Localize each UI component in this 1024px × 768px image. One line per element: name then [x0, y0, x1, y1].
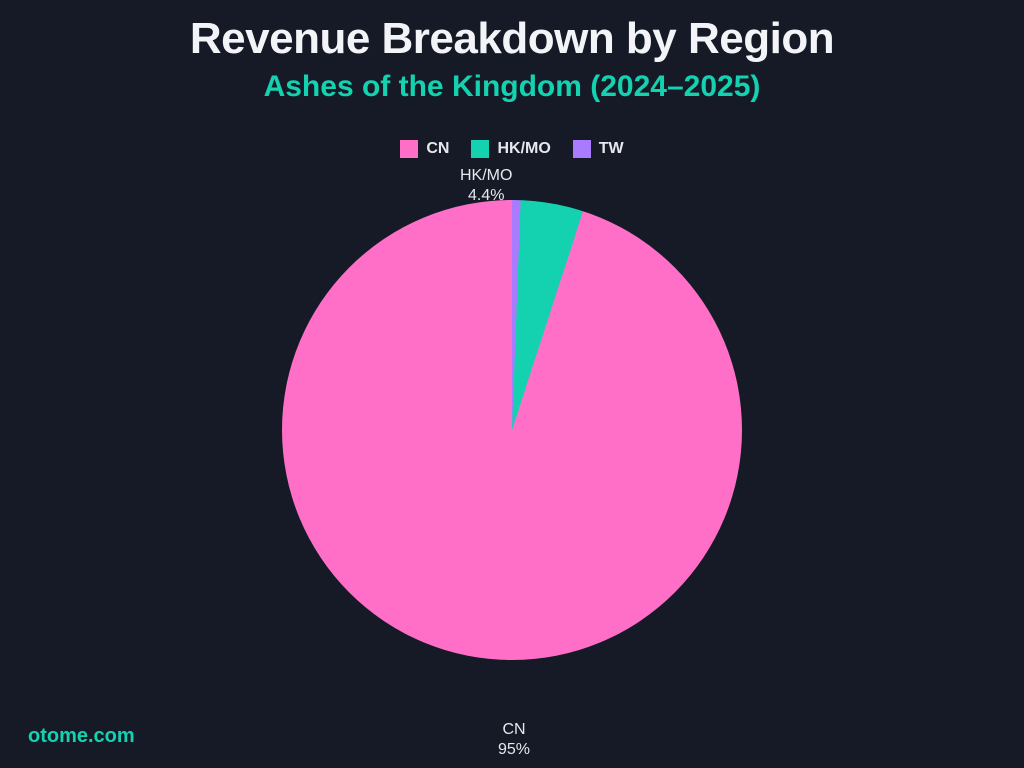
legend-label-tw: TW [599, 140, 624, 158]
legend-swatch-hkmo [471, 140, 489, 158]
slice-label-cn-pct: 95% [498, 740, 530, 760]
chart-subtitle: Ashes of the Kingdom (2024–2025) [0, 70, 1024, 104]
chart-legend: CN HK/MO TW [0, 140, 1024, 158]
legend-item-cn: CN [400, 140, 449, 158]
footer-brand: otome.com [28, 725, 135, 748]
pie-chart [282, 200, 742, 660]
legend-swatch-tw [573, 140, 591, 158]
legend-item-tw: TW [573, 140, 624, 158]
legend-swatch-cn [400, 140, 418, 158]
legend-label-hkmo: HK/MO [497, 140, 550, 158]
chart-canvas: Revenue Breakdown by Region Ashes of the… [0, 0, 1024, 768]
pie-container [282, 200, 742, 660]
slice-label-cn-name: CN [498, 720, 530, 740]
slice-label-hkmo-pct: 4.4% [460, 186, 512, 206]
slice-label-hkmo: HK/MO 4.4% [460, 166, 512, 206]
chart-title: Revenue Breakdown by Region [0, 14, 1024, 64]
slice-label-hkmo-name: HK/MO [460, 166, 512, 186]
legend-label-cn: CN [426, 140, 449, 158]
slice-label-cn: CN 95% [498, 720, 530, 760]
legend-item-hkmo: HK/MO [471, 140, 550, 158]
